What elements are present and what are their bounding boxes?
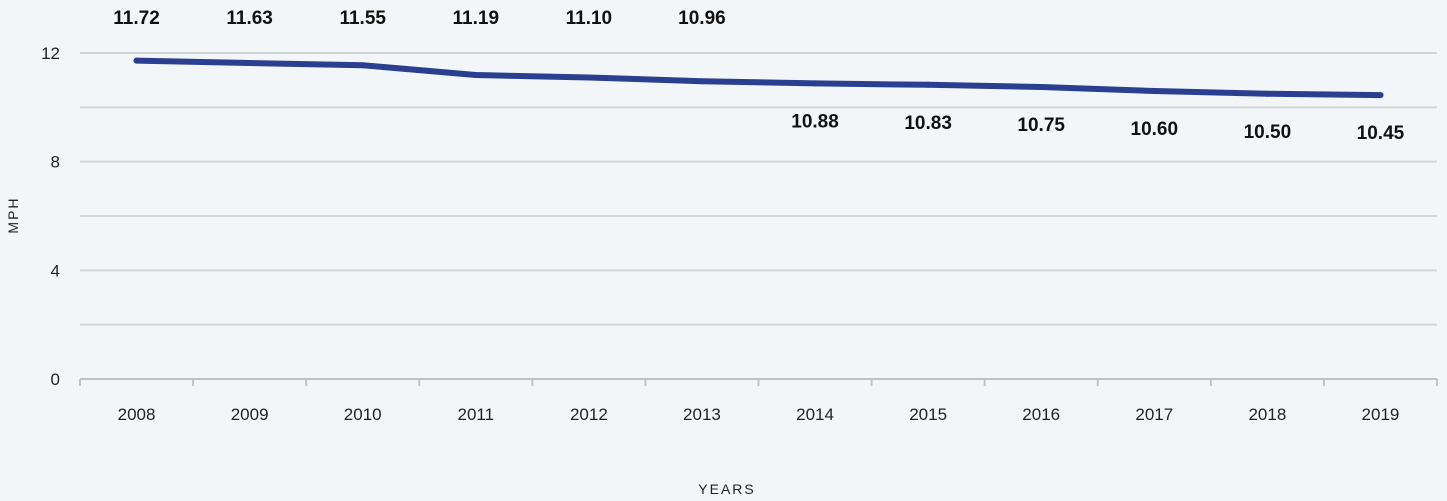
- x-tick-label: 2013: [683, 405, 721, 424]
- data-labels: 11.72 11.63 11.55 11.19 11.10 10.96 10.88 10.83…: [113, 8, 1404, 144]
- x-tick-label: 2018: [1248, 405, 1286, 424]
- x-axis-title: YEARS: [698, 481, 755, 497]
- x-tick-label: 2012: [570, 405, 608, 424]
- y-axis-title: MPH: [5, 196, 21, 233]
- data-label: 11.55: [339, 8, 386, 29]
- data-label: 11.72: [113, 8, 160, 29]
- gridlines: [80, 52, 1437, 326]
- data-point: [1377, 92, 1384, 99]
- data-point: [472, 72, 479, 79]
- data-point: [585, 74, 592, 81]
- x-tick-label: 2008: [118, 405, 156, 424]
- data-point: [1038, 83, 1045, 90]
- data-point: [698, 78, 705, 85]
- x-tick-label: 2016: [1022, 405, 1060, 424]
- data-label: 10.83: [904, 113, 952, 134]
- data-point: [1264, 90, 1271, 97]
- data-label: 10.88: [791, 111, 839, 132]
- y-axis-ticks: 0 4 8 12: [41, 44, 60, 389]
- data-point: [133, 57, 140, 64]
- data-label: 10.60: [1131, 119, 1179, 140]
- data-label: 11.10: [566, 8, 613, 29]
- data-label: 11.19: [453, 8, 500, 29]
- data-label: 10.45: [1357, 123, 1405, 144]
- data-point: [359, 62, 366, 69]
- x-tick-label: 2017: [1135, 405, 1173, 424]
- x-tick-label: 2019: [1362, 405, 1400, 424]
- x-tick-label: 2011: [458, 405, 495, 424]
- data-point: [1151, 88, 1158, 95]
- y-tick-label: 4: [51, 261, 60, 280]
- y-tick-label: 0: [51, 370, 60, 389]
- x-tick-label: 2010: [344, 405, 382, 424]
- x-tick-label: 2015: [909, 405, 947, 424]
- y-tick-label: 12: [41, 44, 60, 63]
- x-tick-label: 2009: [231, 405, 269, 424]
- data-label: 10.50: [1244, 122, 1292, 143]
- series-layer: [133, 57, 1384, 99]
- data-label: 10.96: [678, 8, 726, 29]
- data-point: [812, 80, 819, 87]
- data-label: 10.75: [1017, 115, 1065, 136]
- x-tick-label: 2014: [796, 405, 834, 424]
- data-label: 11.63: [226, 8, 273, 29]
- data-point: [925, 81, 932, 88]
- series-line: [133, 57, 1384, 99]
- data-point: [246, 60, 253, 67]
- y-tick-label: 8: [51, 153, 60, 172]
- x-axis: 2008 2009 2010 2011 2012 2013 2014 2015 2016 2017…: [79, 378, 1438, 424]
